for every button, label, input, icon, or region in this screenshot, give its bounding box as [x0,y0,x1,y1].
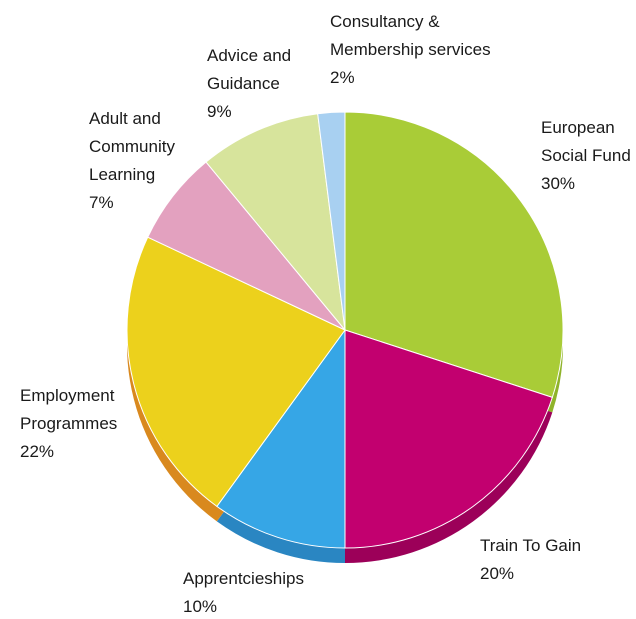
slice-apprentcieships [216,328,346,549]
slice-label-train-to-gain: Train To Gain 20% [480,536,586,583]
slice-label-consultancy-membership: Consultancy & Membership services 2% [330,12,495,87]
slice-label-adult-community-learning: Adult and Community Learning 7% [89,109,180,212]
slice-label-advice-guidance: Advice and Guidance 9% [207,46,296,121]
slice-label-european-social-fund: European Social Fund 30% [541,118,636,193]
slice-label-apprenticeships: Apprentcieships 10% [183,569,309,616]
slice-label-employment-programmes: Employment Programmes 22% [20,386,122,461]
pie-labels: European Social Fund 30% Train To Gain 2… [20,12,636,616]
slice-advice-and-guidance [205,113,346,332]
slice-consultancy-membership-services [317,111,346,331]
slice-european-social-fund [344,111,564,398]
pie-slices [126,111,564,549]
slice-train-to-gain [344,329,553,549]
